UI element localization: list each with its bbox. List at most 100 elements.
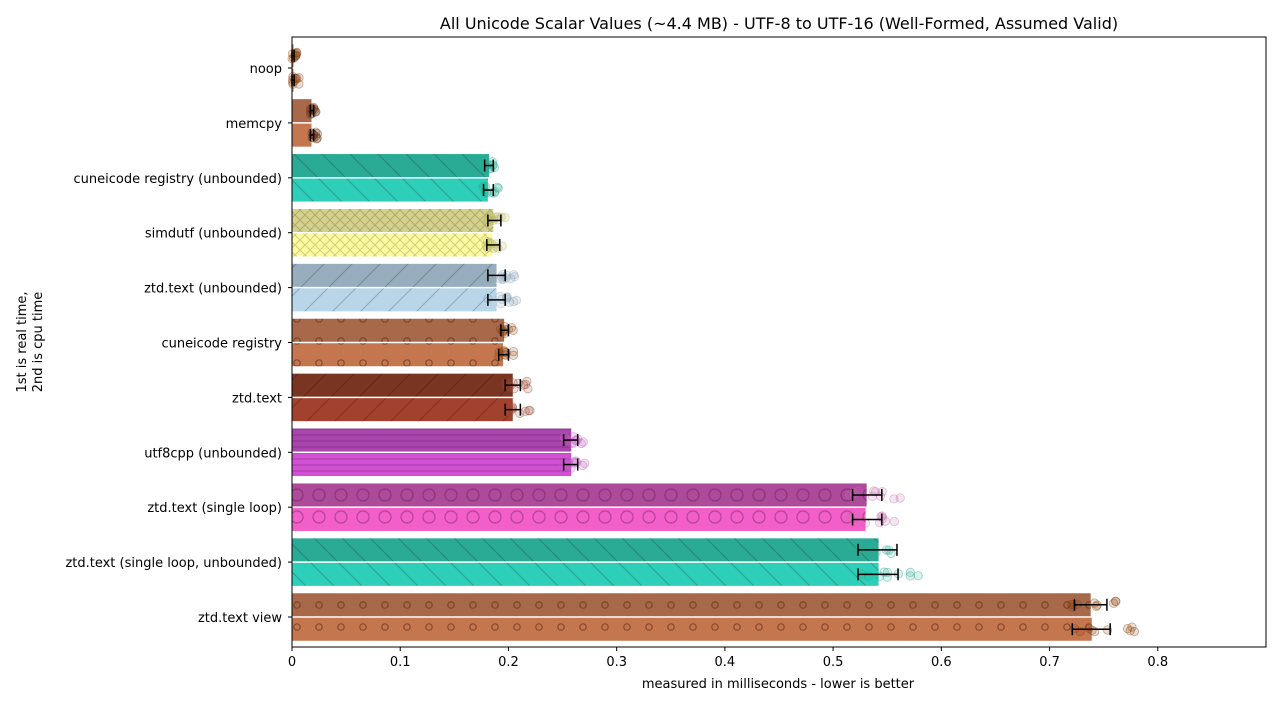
y-axis-label-line-1: 1st is real time, <box>15 291 30 392</box>
y-tick-label-9: ztd.text (single loop, unbounded) <box>65 556 282 571</box>
sample-point-cpu-4 <box>496 299 506 309</box>
sample-point-real-8 <box>895 493 905 503</box>
y-axis-label: 1st is real time, 2nd is cpu time <box>15 291 46 392</box>
sample-point-real-7 <box>559 432 570 442</box>
bar-hatch-real-6 <box>292 373 513 397</box>
bar-hatch-real-5 <box>292 318 505 342</box>
bar-hatch-real-2 <box>292 154 489 178</box>
sample-point-cpu-8 <box>876 511 886 522</box>
sample-point-cpu-3 <box>488 243 498 253</box>
bar-cpu-1 <box>292 123 312 147</box>
sample-point-cpu-3 <box>487 239 497 249</box>
y-tick-label-3: simdutf (unbounded) <box>145 227 282 242</box>
y-axis-label-line-2: 2nd is cpu time <box>31 292 46 393</box>
bar-hatch-real-10 <box>292 593 1091 617</box>
sample-point-real-2 <box>479 159 489 170</box>
sample-point-cpu-9 <box>882 572 892 582</box>
sample-point-cpu-1 <box>312 134 322 144</box>
sample-point-real-7 <box>578 437 588 447</box>
sample-point-real-10 <box>1091 601 1101 611</box>
sample-point-real-4 <box>509 270 519 280</box>
sample-point-real-10 <box>1111 596 1121 607</box>
sample-point-real-0 <box>290 51 300 61</box>
bar-hatch-real-9 <box>292 538 879 562</box>
bar-hatch-cpu-6 <box>292 398 513 422</box>
plot-frame <box>291 36 1267 648</box>
sample-point-cpu-5 <box>499 346 510 356</box>
y-tick-label-8: ztd.text (single loop) <box>147 501 282 516</box>
sample-point-cpu-10 <box>1127 622 1137 632</box>
bar-hatch-cpu-5 <box>292 343 504 367</box>
sample-point-real-8 <box>875 491 886 501</box>
bar-hatch-cpu-10 <box>292 617 1092 641</box>
x-tick-label-5: 0.5 <box>823 655 844 670</box>
sample-point-cpu-4 <box>495 291 505 302</box>
sample-point-cpu-6 <box>506 403 516 414</box>
sample-point-cpu-8 <box>889 516 899 527</box>
x-tick-label-3: 0.3 <box>606 655 627 670</box>
x-tick-label-7: 0.7 <box>1039 655 1060 670</box>
y-tick-label-4: ztd.text (unbounded) <box>144 282 282 297</box>
x-tick-label-0: 0 <box>288 655 296 670</box>
sample-point-cpu-9 <box>863 571 874 581</box>
sample-point-cpu-5 <box>508 346 519 357</box>
sample-point-real-8 <box>870 487 881 497</box>
sample-point-cpu-8 <box>878 513 888 524</box>
sample-point-cpu-9 <box>905 571 915 581</box>
sample-point-real-0 <box>290 51 300 61</box>
bar-hatch-real-4 <box>292 263 497 287</box>
sample-point-cpu-9 <box>905 567 915 577</box>
sample-point-cpu-6 <box>524 406 534 416</box>
bar-hatch-real-7 <box>292 428 572 452</box>
sample-point-real-10 <box>1108 598 1119 608</box>
sample-point-real-10 <box>1110 596 1121 606</box>
sample-point-real-1 <box>310 107 320 117</box>
sample-point-cpu-7 <box>580 458 590 468</box>
sample-point-cpu-2 <box>493 183 503 193</box>
sample-point-cpu-0 <box>288 77 298 88</box>
y-tick-label-7: utf8cpp (unbounded) <box>144 446 282 461</box>
bar-real-1 <box>292 99 312 123</box>
bar-hatch-cpu-7 <box>292 453 572 477</box>
sample-point-real-4 <box>506 274 516 284</box>
sample-point-real-6 <box>523 384 533 394</box>
sample-point-cpu-7 <box>578 460 588 471</box>
y-tick-label-6: ztd.text <box>232 391 282 406</box>
sample-point-real-3 <box>482 217 492 228</box>
sample-point-real-8 <box>867 491 878 501</box>
y-tick-label-0: noop <box>250 62 282 77</box>
sample-point-cpu-4 <box>511 295 522 305</box>
bar-hatch-real-8 <box>292 483 867 507</box>
x-axis-label: measured in milliseconds - lower is bett… <box>642 677 915 692</box>
sample-point-cpu-10 <box>1129 627 1139 637</box>
sample-point-cpu-10 <box>1123 623 1133 634</box>
y-tick-label-5: cuneicode registry <box>161 337 282 352</box>
sample-point-cpu-10 <box>1084 623 1094 633</box>
y-tick-label-1: memcpy <box>226 117 283 132</box>
x-tick-label-8: 0.8 <box>1147 655 1168 670</box>
sample-point-cpu-10 <box>1125 626 1135 636</box>
x-tick-label-4: 0.4 <box>715 655 736 670</box>
bar-hatch-cpu-3 <box>292 233 493 257</box>
sample-point-real-6 <box>520 379 531 390</box>
x-tick-label-2: 0.2 <box>498 655 519 670</box>
sample-point-real-5 <box>506 323 517 333</box>
sample-point-cpu-2 <box>492 182 502 192</box>
plot-area: noop memcpy cuneicode registry (unbounded)… <box>65 44 1168 670</box>
chart-title: All Unicode Scalar Values (~4.4 MB) - UT… <box>440 14 1118 33</box>
y-tick-label-10: ztd.text view <box>198 611 282 626</box>
x-tick-label-1: 0.1 <box>390 655 411 670</box>
sample-point-cpu-8 <box>880 516 891 526</box>
sample-point-real-8 <box>853 486 864 496</box>
sample-point-cpu-9 <box>913 571 923 581</box>
sample-point-cpu-10 <box>1087 625 1097 635</box>
sample-point-real-6 <box>522 376 532 386</box>
sample-point-cpu-4 <box>509 297 519 307</box>
sample-point-cpu-2 <box>489 188 499 198</box>
sample-point-real-7 <box>567 438 577 449</box>
bar-hatch-cpu-9 <box>292 562 879 586</box>
sample-point-cpu-6 <box>508 403 518 413</box>
sample-point-cpu-1 <box>311 131 321 141</box>
sample-point-cpu-6 <box>525 405 535 416</box>
